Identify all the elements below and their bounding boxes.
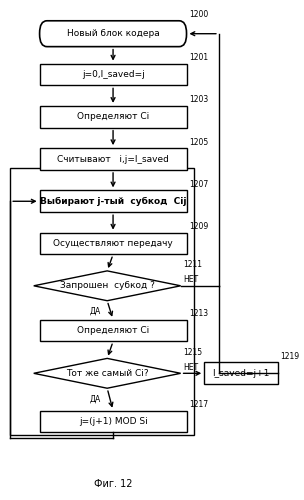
Text: Запрошен  субкод ?: Запрошен субкод ? (60, 282, 155, 290)
Text: 1213: 1213 (189, 309, 209, 318)
Text: j=0,I_saved=j: j=0,I_saved=j (82, 70, 144, 79)
Text: 1205: 1205 (189, 138, 209, 146)
Text: 1215: 1215 (184, 348, 203, 357)
Text: НЕТ: НЕТ (184, 363, 199, 372)
Text: 1207: 1207 (189, 180, 209, 189)
Text: I_saved=j+1: I_saved=j+1 (212, 369, 270, 378)
FancyBboxPatch shape (40, 410, 187, 432)
Polygon shape (34, 271, 181, 300)
Text: Определяют Ci: Определяют Ci (77, 112, 149, 121)
FancyBboxPatch shape (204, 362, 278, 384)
Text: ДА: ДА (90, 306, 101, 316)
FancyBboxPatch shape (40, 190, 187, 212)
Text: 1200: 1200 (189, 10, 209, 20)
Text: Тот же самый Ci?: Тот же самый Ci? (66, 369, 148, 378)
Text: Считывают   i,j=I_saved: Считывают i,j=I_saved (57, 154, 169, 164)
Text: Новый блок кодера: Новый блок кодера (67, 29, 159, 38)
Text: НЕТ: НЕТ (184, 276, 199, 284)
FancyBboxPatch shape (40, 148, 187, 170)
Text: 1209: 1209 (189, 222, 209, 231)
Text: 1203: 1203 (189, 96, 209, 104)
Text: 1217: 1217 (189, 400, 209, 409)
Polygon shape (34, 358, 181, 388)
Text: 1201: 1201 (189, 53, 209, 62)
Text: Выбирают j-тый  субкод  Cij: Выбирают j-тый субкод Cij (40, 196, 186, 206)
Text: ДА: ДА (90, 394, 101, 403)
FancyBboxPatch shape (40, 64, 187, 86)
Text: Осуществляют передачу: Осуществляют передачу (53, 239, 173, 248)
FancyBboxPatch shape (40, 106, 187, 128)
FancyBboxPatch shape (40, 320, 187, 342)
Text: Фиг. 12: Фиг. 12 (94, 478, 132, 488)
FancyBboxPatch shape (40, 21, 187, 46)
Text: Определяют Ci: Определяют Ci (77, 326, 149, 335)
FancyBboxPatch shape (40, 232, 187, 254)
Text: j=(j+1) MOD Si: j=(j+1) MOD Si (79, 417, 147, 426)
Text: 1211: 1211 (184, 260, 202, 270)
Text: 1219: 1219 (281, 352, 300, 361)
